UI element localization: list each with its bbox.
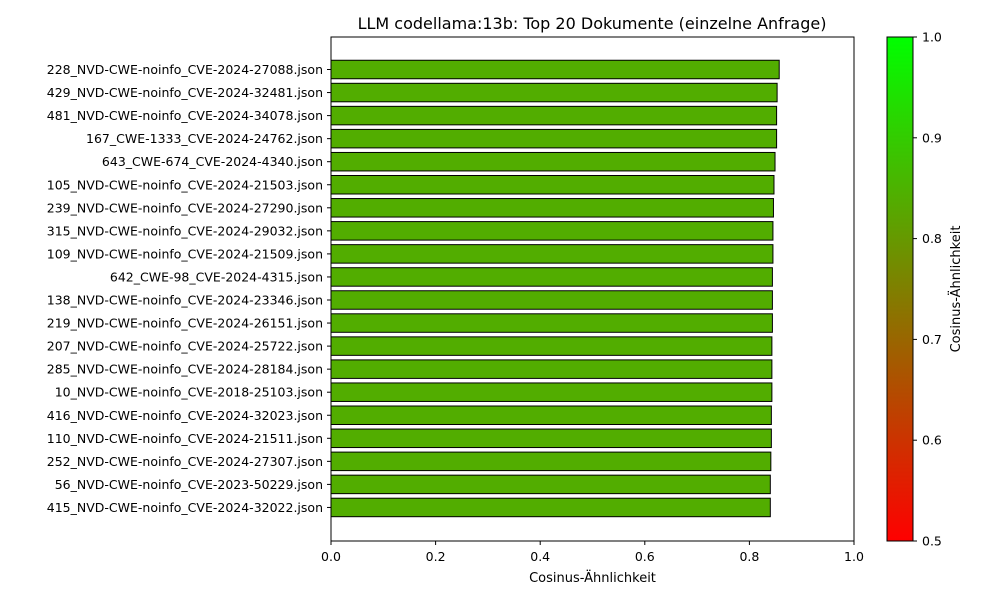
y-tick-label: 642_CWE-98_CVE-2024-4315.json bbox=[110, 269, 323, 284]
y-tick-label: 228_NVD-CWE-noinfo_CVE-2024-27088.json bbox=[47, 62, 323, 77]
bar bbox=[330, 175, 775, 195]
y-tick-label: 429_NVD-CWE-noinfo_CVE-2024-32481.json bbox=[47, 85, 323, 100]
y-tick-label: 109_NVD-CWE-noinfo_CVE-2024-21509.json bbox=[47, 246, 323, 261]
colorbar-tick-label: 0.8 bbox=[922, 231, 942, 246]
bars-layer bbox=[330, 59, 780, 518]
x-tick-label: 0.8 bbox=[739, 549, 759, 564]
colorbar-label: Cosinus-Ähnlichkeit bbox=[948, 226, 964, 353]
colorbar-tick-label: 0.5 bbox=[922, 534, 942, 549]
bar bbox=[330, 198, 774, 218]
x-axis-label: Cosinus-Ähnlichkeit bbox=[529, 570, 656, 586]
x-axis-ticks: 0.0 0.2 0.4 0.6 0.8 1.0 bbox=[321, 541, 864, 564]
y-tick-label: 219_NVD-CWE-noinfo_CVE-2024-26151.json bbox=[47, 316, 323, 331]
bar bbox=[330, 336, 773, 356]
bar bbox=[330, 359, 773, 379]
y-tick-label: 207_NVD-CWE-noinfo_CVE-2024-25722.json bbox=[47, 339, 323, 354]
x-tick-label: 0.4 bbox=[530, 549, 550, 564]
y-tick-label: 252_NVD-CWE-noinfo_CVE-2024-27307.json bbox=[47, 454, 323, 469]
bar bbox=[330, 474, 771, 495]
colorbar bbox=[886, 36, 914, 542]
bar bbox=[330, 382, 773, 402]
y-tick-label: 415_NVD-CWE-noinfo_CVE-2024-32022.json bbox=[47, 500, 323, 515]
y-tick-label: 285_NVD-CWE-noinfo_CVE-2024-28184.json bbox=[47, 362, 323, 377]
bar bbox=[330, 405, 772, 425]
colorbar-tick-label: 0.9 bbox=[922, 130, 942, 145]
bar bbox=[330, 59, 780, 80]
bar bbox=[330, 221, 774, 241]
y-tick-label: 138_NVD-CWE-noinfo_CVE-2024-23346.json bbox=[47, 293, 323, 308]
y-tick-label: 167_CWE-1333_CVE-2024-24762.json bbox=[86, 131, 323, 146]
y-tick-label: 105_NVD-CWE-noinfo_CVE-2024-21503.json bbox=[47, 177, 323, 192]
bar bbox=[330, 497, 771, 518]
colorbar-tick-label: 0.6 bbox=[922, 433, 942, 448]
y-tick-label: 56_NVD-CWE-noinfo_CVE-2023-50229.json bbox=[55, 477, 323, 492]
y-tick-label: 110_NVD-CWE-noinfo_CVE-2024-21511.json bbox=[47, 431, 323, 446]
bar bbox=[330, 128, 778, 149]
y-tick-label: 481_NVD-CWE-noinfo_CVE-2024-34078.json bbox=[47, 108, 323, 123]
bar bbox=[330, 451, 772, 472]
y-tick-labels: 228_NVD-CWE-noinfo_CVE-2024-27088.json 42… bbox=[47, 62, 331, 515]
bar bbox=[330, 244, 774, 264]
bar bbox=[330, 267, 773, 287]
colorbar-tick-label: 1.0 bbox=[922, 30, 942, 45]
x-tick-label: 1.0 bbox=[844, 549, 864, 564]
bar bbox=[330, 151, 776, 172]
x-tick-label: 0.6 bbox=[635, 549, 655, 564]
y-tick-label: 10_NVD-CWE-noinfo_CVE-2018-25103.json bbox=[55, 385, 323, 400]
bar bbox=[330, 82, 778, 103]
colorbar-tick-label: 0.7 bbox=[922, 332, 942, 347]
x-tick-label: 0.0 bbox=[321, 549, 341, 564]
x-tick-label: 0.2 bbox=[426, 549, 446, 564]
bar bbox=[330, 313, 773, 333]
bar bbox=[330, 428, 772, 449]
bar bbox=[330, 290, 773, 310]
colorbar-ticks: 0.5 0.6 0.7 0.8 0.9 1.0 bbox=[913, 30, 942, 549]
y-tick-label: 643_CWE-674_CVE-2024-4340.json bbox=[102, 154, 323, 169]
chart-title: LLM codellama:13b: Top 20 Dokumente (ein… bbox=[358, 14, 827, 33]
y-tick-label: 416_NVD-CWE-noinfo_CVE-2024-32023.json bbox=[47, 408, 323, 423]
bar bbox=[330, 105, 778, 126]
y-tick-label: 315_NVD-CWE-noinfo_CVE-2024-29032.json bbox=[47, 223, 323, 238]
plot-frame bbox=[330, 36, 855, 542]
y-tick-label: 239_NVD-CWE-noinfo_CVE-2024-27290.json bbox=[47, 200, 323, 215]
